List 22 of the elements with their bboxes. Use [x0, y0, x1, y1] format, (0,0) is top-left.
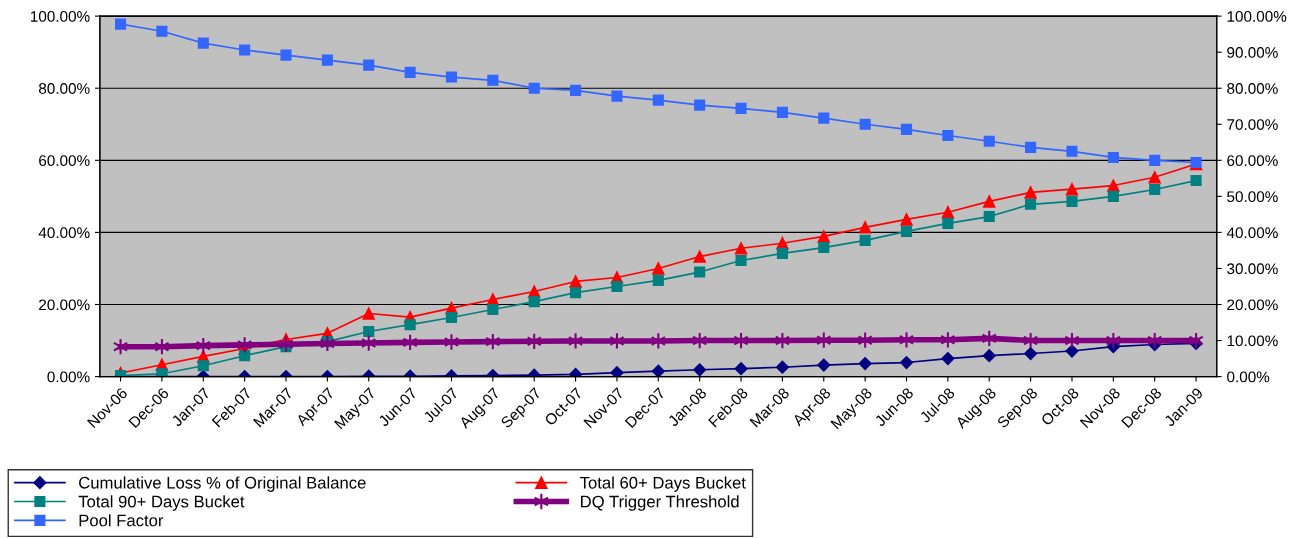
legend-label: Cumulative Loss % of Original Balance [79, 476, 366, 492]
y2-tick-label: 50.00% [1227, 191, 1278, 203]
y2-tick-label: 70.00% [1227, 119, 1278, 130]
y-tick-label: 80.00% [38, 83, 90, 94]
y-tick-label: 20.00% [39, 299, 90, 311]
y-tick-label: 40.00% [38, 227, 90, 239]
y2-tick-label: 40.00% [1226, 227, 1278, 239]
y2-tick-label: 100.00% [1227, 11, 1287, 22]
legend-label: Pool Factor [79, 514, 164, 527]
y2-tick-label: 80.00% [1227, 83, 1278, 94]
y-tick-label: 0.00% [47, 371, 90, 383]
legend-label: Total 60+ Days Bucket [580, 476, 746, 492]
y2-tick-label: 10.00% [1227, 335, 1278, 347]
y2-tick-label: 20.00% [1227, 299, 1278, 311]
y-tick-label: 60.00% [39, 155, 90, 167]
legend-label: DQ Trigger Threshold [581, 495, 739, 511]
y2-tick-label: 0.00% [1227, 371, 1270, 383]
legend-label: Total 90+ Days Bucket [78, 495, 245, 511]
y2-tick-label: 30.00% [1227, 263, 1278, 275]
y-tick-label: 100.00% [31, 11, 90, 22]
y2-tick-label: 60.00% [1227, 155, 1278, 167]
y2-tick-label: 90.00% [1227, 47, 1278, 58]
